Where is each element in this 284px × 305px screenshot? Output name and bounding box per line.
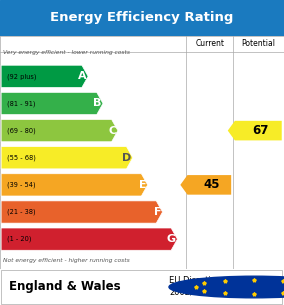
Text: (55 - 68): (55 - 68) (7, 155, 36, 161)
Text: Potential: Potential (242, 39, 276, 48)
Text: (69 - 80): (69 - 80) (7, 127, 36, 134)
Polygon shape (1, 147, 133, 169)
Text: (21 - 38): (21 - 38) (7, 209, 36, 215)
Text: C: C (108, 126, 116, 136)
Text: E: E (139, 180, 146, 190)
Text: Energy Efficiency Rating: Energy Efficiency Rating (50, 12, 234, 24)
Text: Not energy efficient - higher running costs: Not energy efficient - higher running co… (3, 257, 130, 263)
Polygon shape (1, 174, 148, 196)
Text: G: G (167, 234, 176, 244)
Polygon shape (180, 175, 231, 195)
Text: (39 - 54): (39 - 54) (7, 181, 36, 188)
Text: Very energy efficient - lower running costs: Very energy efficient - lower running co… (3, 50, 130, 55)
Polygon shape (1, 228, 178, 250)
Polygon shape (1, 201, 162, 223)
Text: (81 - 91): (81 - 91) (7, 100, 35, 107)
Polygon shape (228, 121, 282, 140)
Polygon shape (1, 65, 88, 88)
Text: D: D (122, 153, 131, 163)
Text: B: B (93, 99, 102, 109)
Text: England & Wales: England & Wales (9, 280, 120, 293)
Polygon shape (1, 92, 103, 115)
Text: (92 plus): (92 plus) (7, 73, 36, 80)
Circle shape (169, 276, 284, 298)
Text: A: A (78, 71, 87, 81)
Polygon shape (1, 120, 118, 142)
Text: Current: Current (195, 39, 224, 48)
Text: 67: 67 (252, 124, 269, 137)
Text: 45: 45 (203, 178, 220, 191)
Text: F: F (154, 207, 161, 217)
Text: EU Directive
2002/91/EC: EU Directive 2002/91/EC (169, 276, 221, 297)
Text: (1 - 20): (1 - 20) (7, 236, 31, 242)
